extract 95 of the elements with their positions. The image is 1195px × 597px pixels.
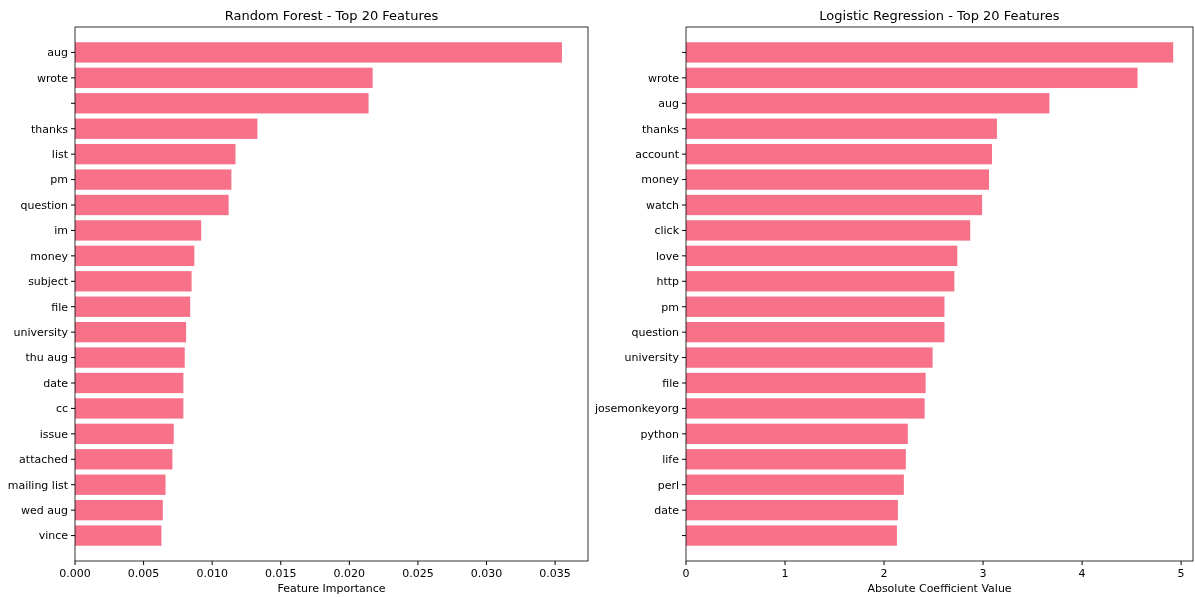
y-tick-label: file [51,300,69,314]
y-tick-label: love [655,249,680,263]
y-tick-label: josemonkeyorg [594,402,679,416]
bar [75,423,174,445]
y-tick-label: date [43,376,69,390]
bar [75,525,162,546]
bar [75,474,166,495]
x-tick-label: 2 [880,567,888,580]
x-tick-label: 1 [781,567,789,580]
x-tick-label: 0.035 [539,567,571,580]
y-tick-label: thu aug [25,351,68,365]
y-tick-label: question [631,325,680,339]
y-tick-label: cc [55,402,68,416]
bar [75,67,373,89]
y-tick-label: thanks [641,122,680,136]
bar [75,245,195,267]
y-tick-label: watch [645,198,680,212]
chart-title: Random Forest - Top 20 Features [224,8,439,23]
x-tick-label: 0.025 [402,567,434,580]
bar [686,220,971,241]
bar [75,372,184,394]
x-tick-label: 0.005 [127,567,160,580]
bar [75,296,191,317]
bar [686,245,958,267]
bar [686,372,926,394]
bar [686,449,906,470]
y-tick-label: perl [657,478,679,492]
x-tick-label: 4 [1078,567,1086,580]
y-tick-label: python [640,427,680,441]
x-tick-label: 3 [979,567,987,580]
y-tick-label: university [13,325,69,339]
x-tick-label: 0.010 [196,567,228,580]
bar [686,118,997,139]
bar [75,271,192,292]
bar [75,347,185,368]
y-tick-label: aug [658,97,679,111]
y-tick-label: issue [39,427,69,441]
y-tick-label: attached [19,453,68,467]
y-tick-label: pm [50,173,68,187]
y-tick-label: wed aug [21,503,68,517]
y-tick-label: vince [38,529,69,543]
bar [75,499,163,521]
y-tick-label: click [654,224,680,238]
bar [75,194,229,216]
x-tick-label: 0.020 [333,567,366,580]
bar [686,296,945,317]
chart-title: Logistic Regression - Top 20 Features [819,8,1060,23]
bar [686,67,1138,89]
x-tick-label: 0.015 [265,567,297,580]
bar [75,143,236,165]
y-tick-label: money [30,249,69,263]
bar [686,169,990,190]
bar [75,449,173,470]
y-tick-label: subject [28,275,69,289]
y-tick-label: wrote [36,71,69,85]
y-tick-label: im [54,224,68,238]
bar [686,271,955,292]
bar [75,93,369,114]
y-tick-label: pm [661,300,679,314]
bar [686,423,908,445]
x-axis-title: Absolute Coefficient Value [867,582,1012,595]
x-tick-label: 0 [682,567,690,580]
y-tick-label: wrote [647,71,680,85]
bar [686,499,898,521]
bar [75,118,258,139]
y-tick-label: life [662,453,680,467]
y-tick-label: mailing list [7,478,69,492]
bar [75,169,232,190]
y-tick-label: http [656,275,679,289]
bar [686,194,983,216]
x-axis-title: Feature Importance [277,582,386,595]
y-tick-label: file [662,376,680,390]
x-tick-label: 0.030 [470,567,503,580]
bar [75,42,562,63]
y-tick-label: question [20,198,69,212]
bar [686,42,1174,63]
bar [686,93,1050,114]
y-tick-label: account [635,147,680,161]
x-tick-label: 0.000 [59,567,91,580]
bar [75,321,187,343]
x-tick-label: 5 [1177,567,1185,580]
bar [686,398,925,419]
bar [75,220,202,241]
y-tick-label: university [624,351,680,365]
bar [686,347,933,368]
bar [686,474,904,495]
y-tick-label: date [654,503,680,517]
y-tick-label: money [641,173,680,187]
y-tick-label: thanks [30,122,69,136]
bar [686,525,897,546]
bar [686,321,945,343]
bar [686,143,992,165]
bar [75,398,184,419]
y-tick-label: aug [47,46,68,60]
y-tick-label: list [51,147,69,161]
